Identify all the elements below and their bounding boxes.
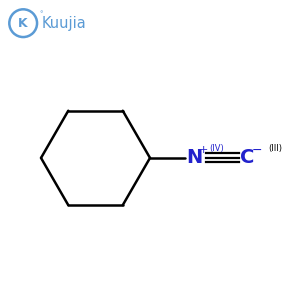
Text: −: − (252, 143, 262, 157)
Text: Kuujia: Kuujia (42, 16, 87, 31)
Text: K: K (18, 17, 28, 30)
Text: C: C (240, 148, 254, 167)
Text: (IV): (IV) (209, 143, 224, 152)
Text: +: + (199, 145, 208, 155)
Text: (III): (III) (268, 143, 282, 152)
Text: N: N (187, 148, 203, 167)
Text: °: ° (39, 11, 43, 17)
